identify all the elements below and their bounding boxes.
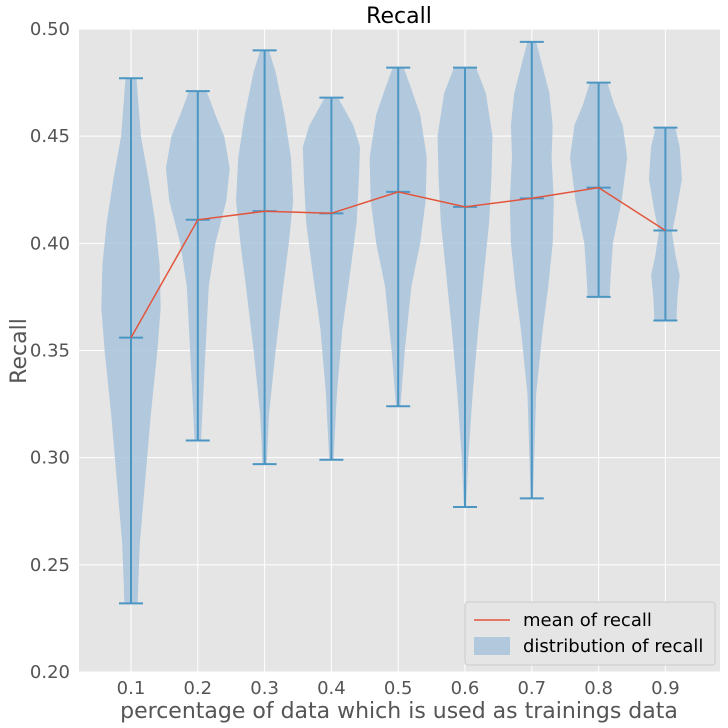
- violins: [101, 40, 682, 605]
- y-axis-ticks: 0.20 0.25 0.30 0.35 0.40 0.45 0.50: [30, 19, 70, 683]
- legend: mean of recall distribution of recall: [464, 601, 716, 666]
- x-tick-label: 0.5: [384, 678, 413, 699]
- x-tick-label: 0.4: [317, 678, 346, 699]
- x-tick-label: 0.1: [117, 678, 146, 699]
- legend-entry-mean: mean of recall: [523, 610, 652, 631]
- y-tick-label: 0.20: [30, 662, 70, 683]
- y-tick-label: 0.30: [30, 448, 70, 469]
- x-tick-label: 0.8: [584, 678, 613, 699]
- chart-title: Recall: [366, 4, 432, 29]
- legend-distribution-swatch: [474, 637, 510, 655]
- x-tick-label: 0.6: [451, 678, 480, 699]
- y-tick-label: 0.35: [30, 341, 70, 362]
- y-tick-label: 0.45: [30, 126, 70, 147]
- y-tick-label: 0.25: [30, 555, 70, 576]
- x-axis-ticks: 0.1 0.2 0.3 0.4 0.5 0.6 0.7 0.8 0.9: [117, 678, 680, 699]
- x-tick-label: 0.2: [183, 678, 212, 699]
- legend-entry-distribution: distribution of recall: [523, 636, 703, 657]
- mean-line-layer: [130, 186, 666, 338]
- y-tick-label: 0.40: [30, 233, 70, 254]
- x-tick-label: 0.9: [651, 678, 680, 699]
- x-tick-label: 0.3: [250, 678, 279, 699]
- y-tick-label: 0.50: [30, 19, 70, 40]
- x-tick-label: 0.7: [517, 678, 546, 699]
- legend-box: [464, 601, 716, 666]
- x-axis-label: percentage of data which is used as trai…: [120, 699, 678, 724]
- y-axis-label: Recall: [7, 318, 32, 384]
